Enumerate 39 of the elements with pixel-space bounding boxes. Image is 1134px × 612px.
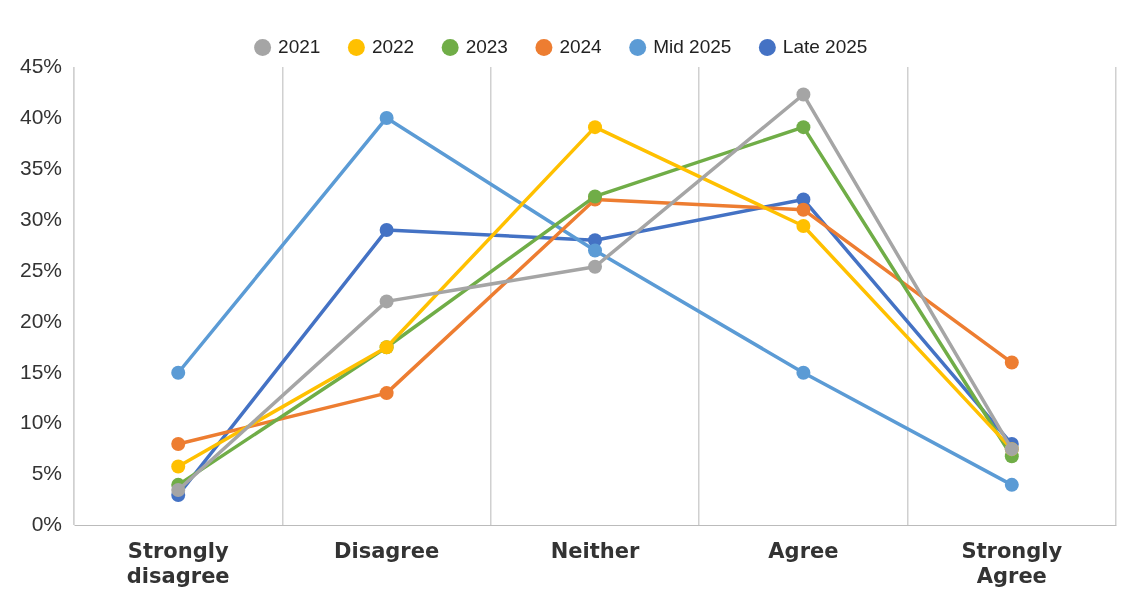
- point: [379, 223, 394, 238]
- point: [379, 294, 394, 309]
- point: [171, 437, 186, 452]
- legend-label: 2023: [465, 35, 508, 57]
- legend-label: 2021: [278, 35, 321, 57]
- point: [379, 386, 394, 401]
- point: [588, 259, 603, 274]
- y-tick-label: 10%: [20, 410, 63, 434]
- point: [1004, 355, 1019, 370]
- x-tick-label: Strongly disagree: [126, 538, 230, 588]
- legend-label: Mid 2025: [653, 35, 732, 57]
- y-tick-label: 25%: [20, 257, 63, 281]
- legend-label: 2022: [371, 35, 415, 57]
- point: [796, 218, 811, 233]
- x-tick-label: Neither: [550, 538, 640, 563]
- y-tick-label: 35%: [20, 155, 63, 179]
- point: [588, 120, 603, 135]
- point: [1004, 477, 1019, 492]
- point: [171, 482, 186, 497]
- point: [796, 87, 811, 102]
- x-tick-label: Agree: [768, 538, 839, 563]
- legend-label: Late 2025: [782, 35, 868, 57]
- point: [796, 202, 811, 217]
- point: [379, 110, 394, 125]
- point: [796, 365, 811, 380]
- point: [588, 243, 603, 258]
- legend-label: 2024: [559, 35, 603, 57]
- y-tick-label: 40%: [20, 104, 63, 128]
- point: [171, 365, 186, 380]
- y-tick-label: 0%: [31, 512, 63, 536]
- y-tick-label: 45%: [20, 53, 63, 77]
- y-tick-label: 5%: [31, 461, 63, 485]
- y-tick-label: 20%: [20, 308, 63, 332]
- x-tick-label: Strongly Agree: [961, 538, 1063, 588]
- point: [171, 459, 186, 474]
- y-tick-label: 30%: [20, 206, 63, 230]
- x-tick-label: Disagree: [334, 538, 440, 563]
- y-tick-label: 15%: [20, 359, 63, 383]
- point: [796, 120, 811, 135]
